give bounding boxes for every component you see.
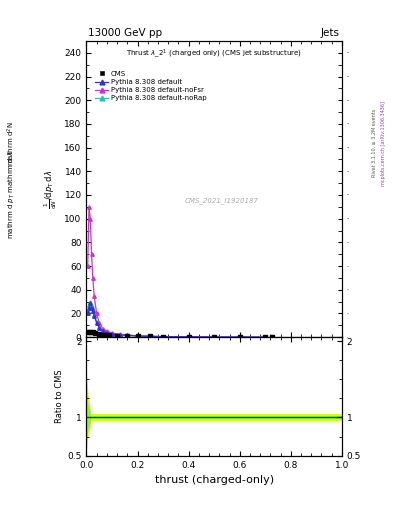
Text: mathrm d$^2$N: mathrm d$^2$N [6,121,17,165]
Y-axis label: $\frac{1}{\mathrm{d}N} / \mathrm{d}p_\mathrm{T}\,\mathrm{d}\lambda$: $\frac{1}{\mathrm{d}N} / \mathrm{d}p_\ma… [42,169,59,209]
Y-axis label: Ratio to CMS: Ratio to CMS [55,370,64,423]
Text: Thrust $\lambda\_2^1$ (charged only) (CMS jet substructure): Thrust $\lambda\_2^1$ (charged only) (CM… [126,47,302,60]
Text: Rivet 3.1.10, ≥ 3.2M events: Rivet 3.1.10, ≥ 3.2M events [372,109,376,178]
Text: CMS_2021_I1920187: CMS_2021_I1920187 [185,198,259,204]
Text: 13000 GeV pp: 13000 GeV pp [88,28,163,38]
X-axis label: thrust (charged-only): thrust (charged-only) [154,475,274,485]
Text: Jets: Jets [321,28,340,38]
Text: mathrm d $p_T$ mathrm d $\lambda$: mathrm d $p_T$ mathrm d $\lambda$ [7,150,17,239]
Text: mcplots.cern.ch [arXiv:1306.3436]: mcplots.cern.ch [arXiv:1306.3436] [381,101,386,186]
Legend: CMS, Pythia 8.308 default, Pythia 8.308 default-noFsr, Pythia 8.308 default-noRa: CMS, Pythia 8.308 default, Pythia 8.308 … [92,68,209,104]
